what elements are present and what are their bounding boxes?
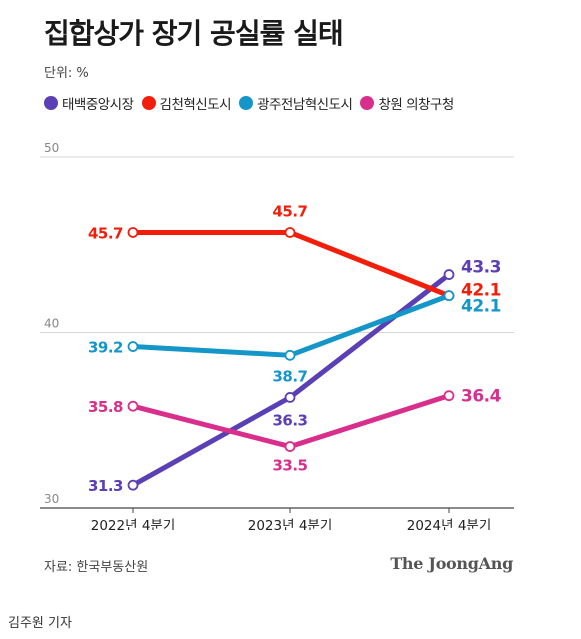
x-tick-label: 2023년 4분기 bbox=[248, 518, 333, 530]
data-label-0-2: 43.3 bbox=[461, 258, 501, 278]
legend-label-changwon: 창원 의창구청 bbox=[378, 97, 454, 113]
series-line-1 bbox=[130, 229, 452, 299]
chart-card: 집합상가 장기 공실률 실태 단위: % 태백중앙시장 김천혁신도시 광주전남혁… bbox=[40, 17, 514, 575]
data-point-0-0 bbox=[127, 479, 139, 491]
data-point-3-1 bbox=[284, 441, 296, 452]
legend-dot-taebaek bbox=[44, 96, 58, 110]
legend-label-taebaek: 태백중앙시장 bbox=[62, 97, 134, 113]
legend-label-gimcheon: 김천혁신도시 bbox=[159, 97, 232, 113]
data-label-3-0: 35.8 bbox=[88, 398, 123, 416]
data-point-0-2 bbox=[443, 269, 455, 280]
data-point-2-2 bbox=[443, 290, 455, 302]
data-label-0-0: 31.3 bbox=[88, 477, 123, 495]
line-chart: 30 40 50 2022년 4분기 2023년 4분기 2024년 4분기 31.3 36.… bbox=[40, 141, 514, 530]
legend-dot-gimcheon bbox=[141, 96, 156, 110]
data-label-1-1: 45.7 bbox=[272, 202, 307, 220]
chart-title: 집합상가 장기 공실률 실태 bbox=[44, 17, 344, 50]
legend-item-gimcheon: 김천혁신도시 bbox=[141, 93, 232, 113]
reporter-credit: 김주원 기자 bbox=[8, 616, 72, 631]
data-label-0-1: 36.3 bbox=[272, 411, 307, 429]
data-point-0-1 bbox=[284, 392, 296, 403]
data-label-1-2: 42.1 bbox=[461, 281, 501, 301]
data-label-2-0: 39.2 bbox=[88, 339, 123, 357]
y-tick-label: 30 bbox=[44, 492, 59, 506]
data-label-3-2: 36.4 bbox=[461, 387, 502, 407]
x-tick-label: 2024년 4분기 bbox=[407, 518, 492, 530]
y-tick-label: 50 bbox=[44, 141, 59, 155]
y-tick-label: 40 bbox=[44, 317, 59, 331]
data-label-1-0: 45.7 bbox=[88, 224, 123, 242]
legend-dot-gwangju bbox=[239, 96, 254, 110]
data-point-3-2 bbox=[443, 390, 455, 402]
legend-dot-changwon bbox=[360, 96, 375, 110]
data-point-2-1 bbox=[284, 349, 296, 361]
legend-label-gwangju: 광주전남혁신도시 bbox=[257, 97, 353, 113]
data-label-2-2: 42.1 bbox=[461, 297, 501, 317]
data-point-1-1 bbox=[284, 227, 296, 238]
data-point-1-0 bbox=[127, 227, 139, 238]
series-line-2 bbox=[130, 293, 452, 358]
data-label-3-1: 33.5 bbox=[272, 457, 307, 475]
legend: 태백중앙시장 김천혁신도시 광주전남혁신도시 창원 의창구청 bbox=[44, 93, 462, 113]
data-label-2-1: 38.7 bbox=[272, 367, 307, 385]
legend-item-changwon: 창원 의창구청 bbox=[360, 93, 454, 113]
source-text: 자료: 한국부동산원 bbox=[44, 560, 149, 575]
data-point-3-0 bbox=[127, 400, 139, 412]
legend-item-taebaek: 태백중앙시장 bbox=[44, 93, 134, 113]
data-point-2-0 bbox=[127, 341, 139, 352]
x-tick-label: 2022년 4분기 bbox=[91, 518, 176, 530]
legend-item-gwangju: 광주전남혁신도시 bbox=[239, 93, 353, 113]
unit-label: 단위: % bbox=[44, 66, 89, 81]
publisher-logo: The JoongAng bbox=[390, 554, 513, 573]
